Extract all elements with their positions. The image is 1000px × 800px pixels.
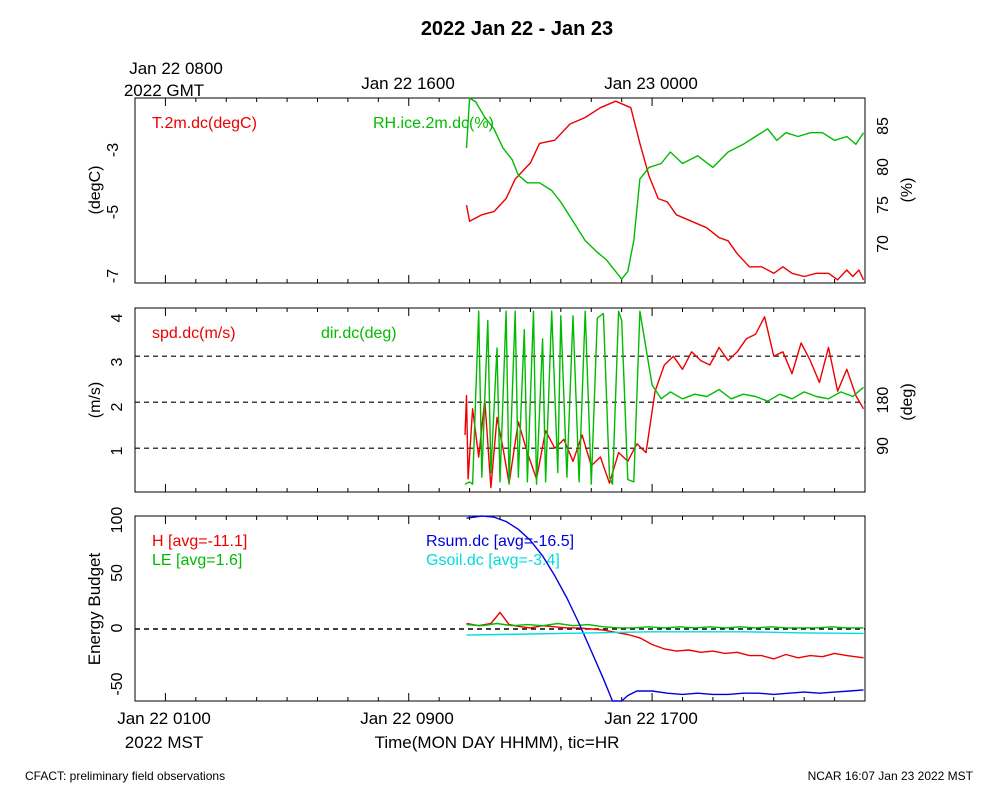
footer-right: NCAR 16:07 Jan 23 2022 MST xyxy=(808,769,974,783)
panel1-ytick-left-3: -7 xyxy=(105,269,122,283)
series-direction-line xyxy=(464,310,864,485)
bottom-axis-mst-label: 2022 MST xyxy=(125,733,203,752)
series-gsoil-line xyxy=(466,631,864,636)
panel3-series xyxy=(466,515,864,702)
panel2-series xyxy=(464,310,865,489)
panel2-ytick-left-1: 4 xyxy=(109,313,126,322)
panel1-ytick-right-1: 85 xyxy=(875,117,892,135)
panel1-ylabel-right: (%) xyxy=(899,178,916,203)
panel3-ylabel: Energy Budget xyxy=(85,552,104,665)
panel2-ticks xyxy=(134,308,866,492)
panel3-legend-rsum: Rsum.dc [avg=-16.5] xyxy=(426,533,574,550)
panel3-legend-h: H [avg=-11.1] xyxy=(152,533,247,550)
panel2-ylabel-right: (deg) xyxy=(899,383,916,420)
panel3-legend-gsoil: Gsoil.dc [avg=-3.4] xyxy=(426,552,560,569)
series-rsum-line xyxy=(466,515,864,702)
series-h-line xyxy=(466,611,864,660)
panel-wind: 4 3 2 1 (m/s) 180 90 (deg) spd.dc(m/s) d… xyxy=(87,307,916,493)
panel1-ytick-right-2: 80 xyxy=(875,158,892,176)
panel3-ytick-1: 100 xyxy=(109,507,126,534)
top-axis-tick-label-2: Jan 23 0000 xyxy=(604,74,698,93)
chart-title: 2022 Jan 22 - Jan 23 xyxy=(421,18,613,40)
panel2-legend-speed: spd.dc(m/s) xyxy=(152,325,236,342)
panel-temperature-humidity: -3 -5 -7 (degC) 85 80 75 70 (%) T.2m.dc(… xyxy=(87,97,916,284)
panel3-ytick-3: 0 xyxy=(109,623,126,632)
bottom-axis-tick-label-2: Jan 22 0900 xyxy=(360,709,454,728)
panel3-ytick-2: 50 xyxy=(109,564,126,582)
footer-left: CFACT: preliminary field observations xyxy=(25,769,225,783)
panel2-reference-lines xyxy=(135,355,865,449)
top-axis-gmt-start-label: Jan 22 0800 xyxy=(129,59,223,78)
panel1-legend-temperature: T.2m.dc(degC) xyxy=(152,115,257,132)
panel1-ytick-right-3: 75 xyxy=(875,196,892,214)
panel1-legend-humidity: RH.ice.2m.dc(%) xyxy=(373,115,494,132)
panel1-ytick-right-4: 70 xyxy=(875,235,892,253)
panel2-legend-direction: dir.dc(deg) xyxy=(321,325,397,342)
top-axis-gmt-year-label: 2022 GMT xyxy=(124,81,204,100)
panel2-ylabel-left: (m/s) xyxy=(87,382,104,418)
panel1-series xyxy=(465,97,865,281)
panel3-ticks xyxy=(134,516,866,701)
series-speed-line xyxy=(464,316,865,489)
panel1-ytick-left-2: -5 xyxy=(105,205,122,219)
x-axis-label: Time(MON DAY HHMM), tic=HR xyxy=(375,733,620,752)
panel-energy-budget: 100 50 0 -50 Energy Budget H [avg=-11.1]… xyxy=(85,507,866,702)
bottom-axis-tick-label-1: Jan 22 0100 xyxy=(117,709,211,728)
panel2-ytick-left-3: 2 xyxy=(109,402,126,411)
series-humidity-line xyxy=(465,97,865,280)
top-axis-tick-label-1: Jan 22 1600 xyxy=(361,74,455,93)
panel3-legend-le: LE [avg=1.6] xyxy=(152,552,242,569)
panel2-ytick-left-2: 3 xyxy=(109,357,126,366)
panel2-ytick-left-4: 1 xyxy=(109,446,126,455)
panel1-ylabel-left: (degC) xyxy=(87,166,104,215)
panel2-ytick-right-1: 180 xyxy=(875,387,892,414)
series-temperature-line xyxy=(465,100,865,281)
series-le-line xyxy=(466,622,864,629)
panel1-ytick-left-1: -3 xyxy=(105,143,122,157)
panel2-ytick-right-2: 90 xyxy=(875,437,892,455)
panel3-ytick-4: -50 xyxy=(109,672,126,695)
bottom-axis-tick-label-3: Jan 22 1700 xyxy=(604,709,698,728)
